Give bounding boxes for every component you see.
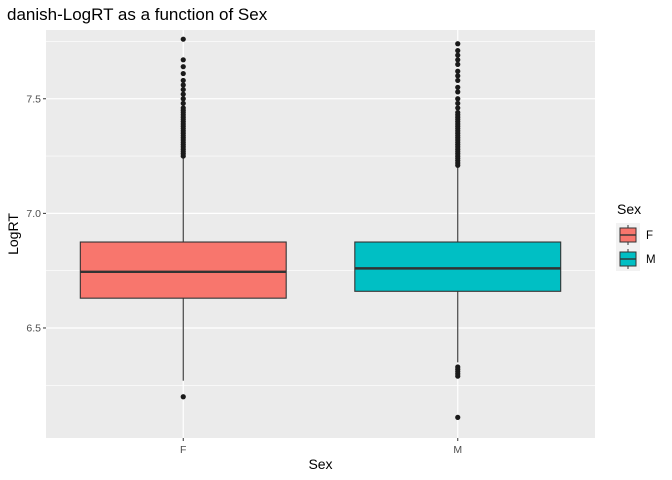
outlier-point: [455, 48, 461, 54]
x-tick-label: F: [180, 444, 186, 456]
x-axis-title: Sex: [308, 456, 332, 472]
outlier-point: [455, 52, 461, 58]
x-tick-label: M: [453, 444, 462, 456]
boxes-layer: [79, 36, 562, 420]
outlier-point: [455, 373, 461, 379]
outlier-point: [180, 96, 186, 102]
box-F: [79, 36, 287, 400]
outlier-point: [180, 77, 186, 84]
outlier-point: [180, 100, 186, 106]
legend-item-M: M: [616, 247, 656, 271]
outlier-point: [180, 36, 186, 42]
outlier-point: [180, 82, 186, 88]
outlier-point: [180, 70, 186, 77]
legend-label: F: [646, 230, 653, 242]
outlier-point: [455, 162, 461, 168]
y-tick-label: 6.5: [26, 322, 41, 334]
outlier-point: [455, 89, 461, 95]
legend-items: FM: [616, 223, 656, 271]
outlier-point: [455, 96, 461, 102]
outlier-point: [180, 57, 186, 63]
legend-title: Sex: [617, 201, 641, 217]
outlier-point: [455, 61, 461, 67]
outlier-point: [455, 84, 461, 90]
outlier-point: [180, 86, 186, 93]
outlier-point: [455, 100, 461, 106]
outlier-point: [455, 73, 461, 79]
plot-panel: [46, 30, 595, 438]
legend-item-F: F: [616, 223, 653, 247]
iqr-box: [354, 241, 562, 292]
outlier-point: [455, 77, 461, 84]
outlier-point: [180, 153, 186, 159]
axes-layer: 6.5 7.0 7.5 F M: [26, 93, 462, 456]
chart-title: danish-LogRT as a function of Sex: [7, 5, 268, 24]
outlier-point: [455, 41, 461, 47]
y-tick-label: 7.5: [26, 93, 41, 105]
legend: Sex FM: [616, 201, 656, 271]
box-M: [354, 41, 562, 420]
y-tick-label: 7.0: [26, 208, 41, 220]
legend-label: M: [646, 254, 656, 266]
outlier-point: [455, 414, 461, 420]
iqr-box: [79, 241, 287, 299]
outlier-point: [180, 64, 186, 70]
outlier-point: [455, 68, 461, 74]
outlier-point: [180, 91, 186, 97]
outlier-point: [455, 105, 461, 111]
outlier-point: [180, 394, 186, 400]
y-axis-title: LogRT: [5, 213, 21, 255]
outlier-point: [455, 57, 461, 63]
